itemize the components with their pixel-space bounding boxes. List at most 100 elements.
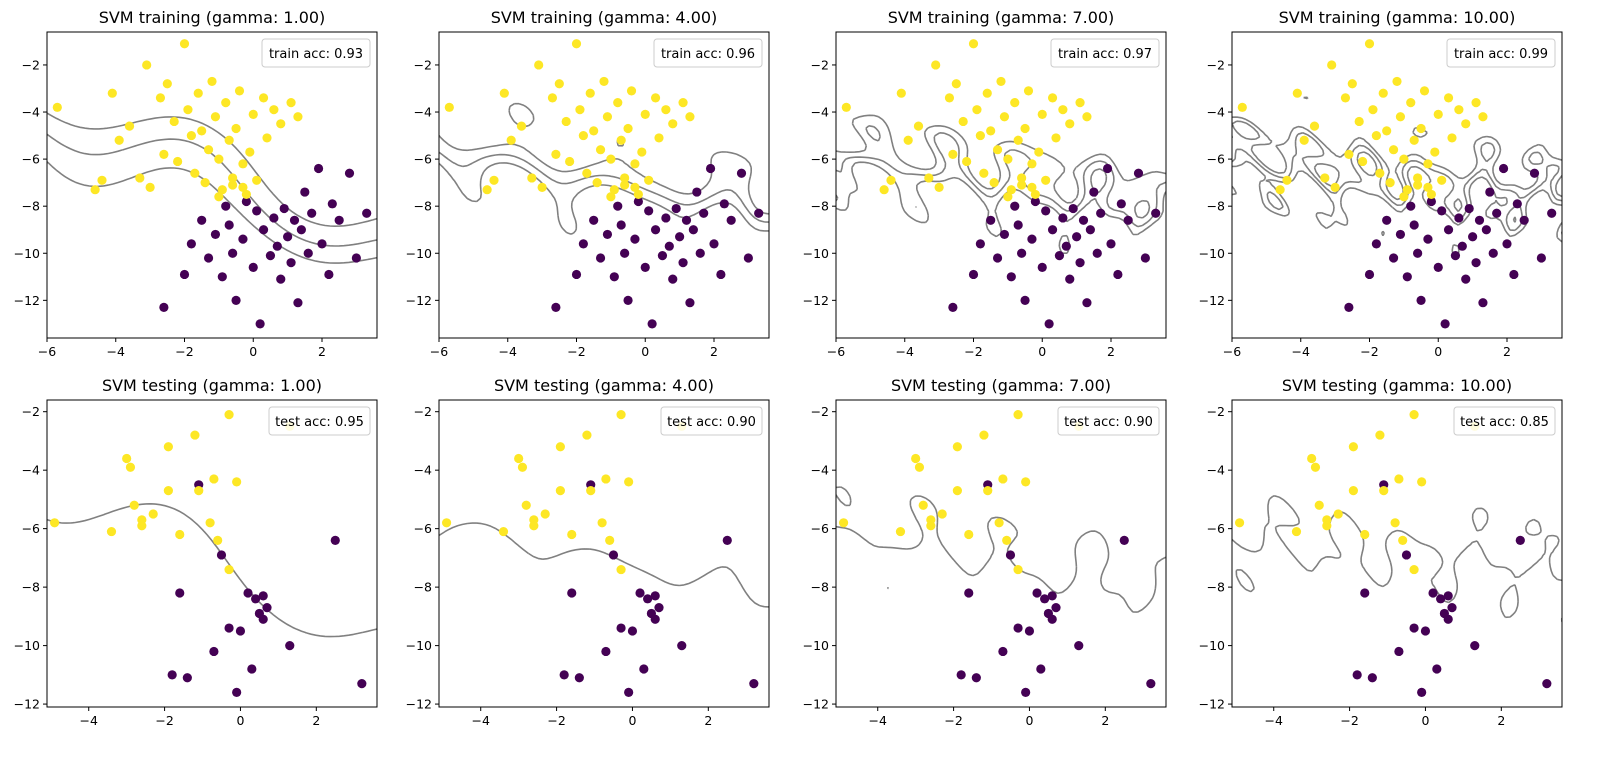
point-class-1 <box>49 518 60 528</box>
point-class-1 <box>605 535 615 545</box>
point-class-1 <box>575 105 585 115</box>
point-class-0 <box>754 208 764 218</box>
x-tick-label: −4 <box>869 713 887 728</box>
point-class-1 <box>944 93 955 103</box>
point-class-1 <box>1013 564 1023 575</box>
point-class-0 <box>654 602 664 613</box>
point-class-0 <box>217 272 227 282</box>
point-class-0 <box>317 239 327 249</box>
point-class-0 <box>1433 262 1443 272</box>
point-class-1 <box>599 76 609 87</box>
point-class-0 <box>1054 251 1065 261</box>
y-tick-label: −6 <box>811 152 829 167</box>
axes-frame <box>1231 31 1563 339</box>
point-class-1 <box>517 462 528 472</box>
point-class-0 <box>182 673 192 683</box>
axes-frame <box>438 31 770 339</box>
point-class-1 <box>1390 518 1400 528</box>
point-class-0 <box>643 594 653 604</box>
point-class-1 <box>551 149 561 159</box>
point-class-0 <box>357 679 367 689</box>
point-class-1 <box>489 175 499 185</box>
y-tick-label: −8 <box>1207 580 1225 595</box>
point-class-1 <box>1030 189 1040 200</box>
point-class-1 <box>952 442 962 452</box>
point-class-1 <box>998 474 1008 484</box>
point-class-0 <box>743 253 753 263</box>
point-class-0 <box>1401 550 1412 560</box>
point-class-1 <box>554 79 564 89</box>
margin-line <box>439 162 769 235</box>
y-tick-label: −10 <box>406 246 432 261</box>
point-class-0 <box>1051 602 1061 613</box>
point-class-0 <box>671 203 681 214</box>
y-tick-label: −8 <box>414 580 432 595</box>
point-class-1 <box>238 182 248 192</box>
y-tick-label: −2 <box>22 404 40 419</box>
point-class-1 <box>620 173 630 183</box>
point-class-0 <box>1047 591 1057 601</box>
point-class-1 <box>234 86 245 96</box>
y-tick-label: −10 <box>14 246 40 261</box>
point-class-1 <box>983 486 993 496</box>
legend-box <box>1050 38 1160 68</box>
point-class-1 <box>207 76 217 87</box>
point-class-0 <box>258 614 268 624</box>
point-class-1 <box>1378 88 1388 98</box>
point-class-0 <box>1021 687 1031 697</box>
margin-line <box>47 112 377 227</box>
point-class-0 <box>1061 241 1071 251</box>
point-class-1 <box>213 535 223 545</box>
point-class-0 <box>272 241 282 251</box>
point-class-0 <box>709 239 719 249</box>
point-class-0 <box>571 269 582 280</box>
legend-text: test acc: 0.85 <box>1460 415 1549 430</box>
point-class-1 <box>1065 119 1075 129</box>
point-class-1 <box>979 430 989 440</box>
point-class-1 <box>592 178 602 188</box>
point-class-0 <box>719 199 729 209</box>
x-tick-label: −2 <box>155 713 173 728</box>
point-class-0 <box>1041 206 1051 216</box>
point-class-1 <box>1003 192 1013 202</box>
point-class-0 <box>1360 588 1370 598</box>
point-class-1 <box>926 521 936 531</box>
point-class-1 <box>913 121 924 131</box>
point-class-0 <box>1485 187 1495 197</box>
legend: test acc: 0.95 <box>268 406 371 436</box>
point-class-1 <box>1082 112 1092 122</box>
point-class-0 <box>736 168 747 178</box>
axes-frame <box>1231 399 1563 708</box>
point-class-1 <box>1006 185 1016 195</box>
point-class-1 <box>1075 98 1085 108</box>
point-class-0 <box>1096 208 1106 218</box>
point-class-0 <box>998 646 1008 657</box>
point-class-0 <box>1106 239 1116 249</box>
point-class-1 <box>498 526 509 537</box>
point-class-0 <box>1017 248 1027 258</box>
decision-contours <box>1232 96 1562 257</box>
point-class-0 <box>1036 664 1046 674</box>
point-class-1 <box>1471 98 1481 108</box>
point-class-0 <box>324 269 334 280</box>
x-tick-label: −2 <box>175 344 193 359</box>
point-class-1 <box>1478 112 1488 122</box>
point-class-0 <box>630 234 640 244</box>
point-class-1 <box>1027 159 1037 169</box>
y-tick-label: −2 <box>1207 57 1225 72</box>
point-class-0 <box>1509 269 1519 280</box>
point-class-1 <box>640 109 650 119</box>
y-tick-label: −4 <box>1207 463 1225 478</box>
y-tick-label: −8 <box>414 199 432 214</box>
point-class-1 <box>162 79 172 89</box>
legend-box <box>653 38 763 68</box>
margin-line <box>836 114 1166 219</box>
point-class-1 <box>1275 185 1285 195</box>
subplot-title: SVM training (gamma: 4.00) <box>491 8 718 27</box>
point-class-1 <box>962 156 972 167</box>
point-class-0 <box>1481 225 1491 235</box>
point-class-1 <box>145 182 155 192</box>
x-tick-label: −4 <box>1265 713 1283 728</box>
point-class-1 <box>1423 159 1433 169</box>
point-class-0 <box>235 626 246 636</box>
